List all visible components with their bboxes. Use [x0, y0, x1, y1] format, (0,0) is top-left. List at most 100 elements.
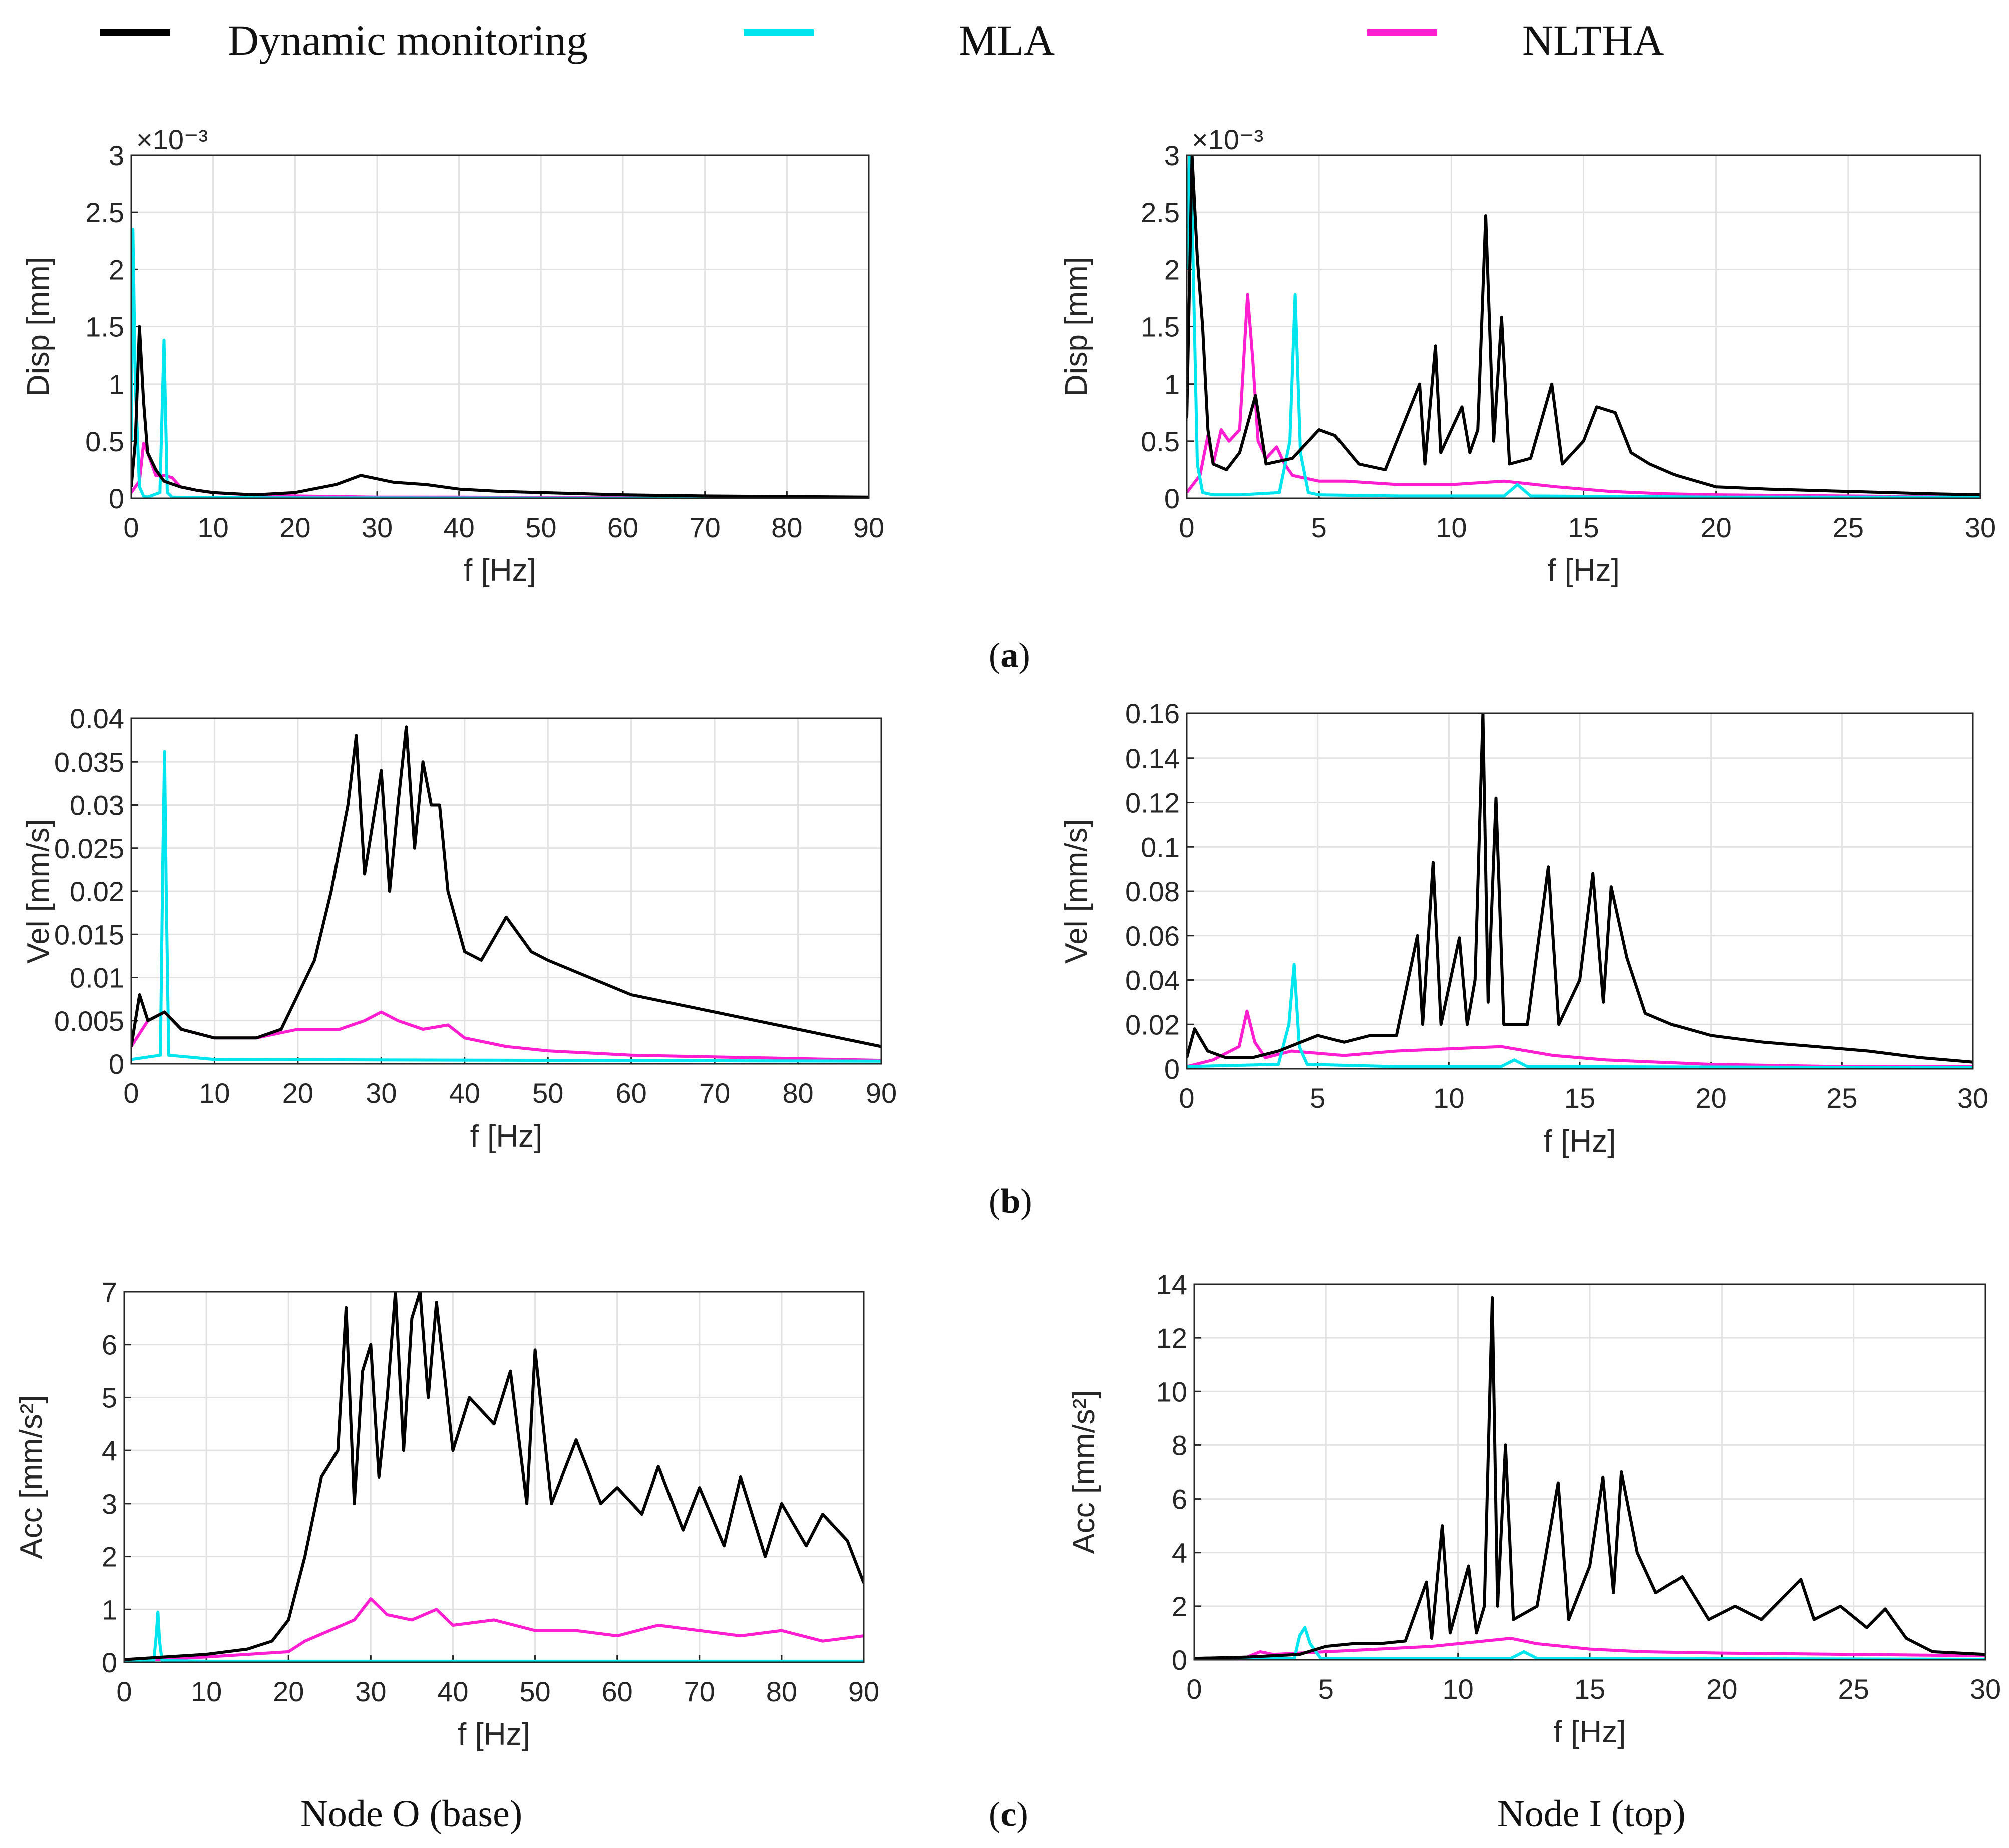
x-tick-label: 30 [1957, 1082, 1988, 1114]
y-tick-label: 1 [109, 368, 124, 400]
x-tick-label: 10 [199, 1077, 230, 1109]
y-tick-label: 3 [109, 140, 124, 171]
chart-c-left: 0 10 20 30 40 50 60 70 80 90 0 1 2 3 4 5 6 7 f [Hz] Acc [mm… [14, 1276, 879, 1752]
y-exponent-label: ×10⁻³ [136, 124, 208, 155]
chart-b-left: 0 10 20 30 40 50 60 70 80 90 0 0.005 0.01 0.015 0.02 0.… [21, 703, 897, 1154]
x-axis-label: f [Hz] [470, 1119, 543, 1154]
x-tick-label: 60 [616, 1077, 647, 1109]
series-line-mla [1187, 155, 1980, 498]
y-tick-label: 0.5 [1141, 426, 1180, 457]
x-axis-label: f [Hz] [458, 1717, 530, 1752]
x-axis-label: f [Hz] [1547, 553, 1620, 588]
y-tick-label: 1.5 [1141, 311, 1180, 343]
y-tick-label: 0.14 [1125, 743, 1180, 774]
x-tick-label: 30 [355, 1676, 386, 1707]
panel-label-c: (c) [989, 1795, 1028, 1834]
y-tick-label: 0 [1164, 1053, 1180, 1085]
plot-frame [1186, 712, 1974, 1070]
panel-label-a: (a) [989, 636, 1030, 675]
legend-label-nltha: NLTHA [1522, 16, 1664, 64]
chart-c-right: 0 5 10 15 20 25 30 0 2 4 6 8 10 12 14 f [Hz] Acc [mm/s²] [1067, 1269, 2001, 1749]
y-tick-label: 12 [1156, 1322, 1187, 1354]
node-label-right: Node I (top) [1497, 1793, 1686, 1835]
y-tick-label: 1 [1164, 368, 1180, 400]
x-tick-label: 30 [362, 512, 393, 543]
node-label-left: Node O (base) [300, 1793, 523, 1835]
y-tick-label: 0 [109, 483, 124, 514]
y-tick-label: 14 [1156, 1269, 1187, 1300]
y-tick-label: 0.015 [54, 919, 124, 950]
series-line-mla [131, 750, 881, 1063]
y-tick-label: 2 [1164, 254, 1180, 285]
chart-a-left: 0 10 20 30 40 50 60 70 80 90 0 0.5 1 1.5 2 2.5 3 f [Hz] Di… [21, 124, 884, 588]
x-tick-label: 10 [1443, 1673, 1474, 1705]
y-tick-label: 3 [102, 1488, 117, 1520]
y-tick-label: 5 [102, 1382, 117, 1413]
y-tick-label: 0.005 [54, 1005, 124, 1037]
x-tick-label: 0 [123, 1077, 139, 1109]
legend-swatch-mla [744, 29, 814, 36]
x-tick-label: 60 [602, 1676, 633, 1707]
plot-frame [130, 154, 870, 499]
x-tick-label: 15 [1568, 512, 1599, 543]
y-tick-label: 2.5 [85, 197, 124, 228]
x-tick-label: 30 [1970, 1673, 2001, 1705]
y-tick-label: 8 [1172, 1429, 1187, 1461]
series-line-mla [1187, 963, 1973, 1069]
legend-label-dynamic-monitoring: Dynamic monitoring [228, 16, 588, 64]
legend-swatch-nltha [1367, 29, 1437, 36]
x-tick-label: 40 [449, 1077, 480, 1109]
x-tick-label: 50 [519, 1676, 550, 1707]
legend-swatch-dynamic-monitoring [100, 29, 170, 36]
x-tick-label: 5 [1318, 1673, 1334, 1705]
y-axis-label: Vel [mm/s] [21, 819, 56, 963]
y-tick-label: 1 [102, 1594, 117, 1625]
x-tick-label: 30 [366, 1077, 397, 1109]
plot-frame [1193, 1283, 1986, 1661]
x-tick-label: 70 [699, 1077, 730, 1109]
x-tick-label: 5 [1311, 512, 1327, 543]
y-tick-label: 3 [1164, 140, 1180, 171]
x-tick-label: 50 [525, 512, 556, 543]
series-line-nltha [1194, 1637, 1985, 1660]
series-line-dynamic-monitoring [1187, 713, 1973, 1064]
x-tick-label: 0 [1186, 1673, 1202, 1705]
x-tick-label: 0 [123, 512, 139, 543]
series-line-dynamic-monitoring [131, 325, 869, 498]
y-tick-label: 0.1 [1141, 831, 1180, 863]
plot-frame [1186, 154, 1981, 499]
y-tick-label: 0.01 [70, 962, 124, 994]
x-tick-label: 90 [853, 512, 884, 543]
x-tick-label: 0 [116, 1676, 132, 1707]
x-tick-label: 0 [1179, 1082, 1194, 1114]
y-axis-label: Vel [mm/s] [1059, 819, 1094, 963]
x-tick-label: 90 [848, 1676, 879, 1707]
series-line-dynamic-monitoring [1187, 155, 1980, 497]
series-line-nltha [1187, 1009, 1973, 1068]
y-tick-label: 0 [1164, 483, 1180, 514]
x-tick-label: 20 [1706, 1673, 1737, 1705]
y-tick-label: 0.03 [70, 790, 124, 821]
x-tick-label: 0 [1179, 512, 1194, 543]
y-tick-label: 2 [1172, 1591, 1187, 1622]
y-tick-label: 0.02 [1125, 1009, 1180, 1040]
plot-frame [130, 717, 882, 1065]
y-tick-label: 6 [1172, 1484, 1187, 1515]
y-tick-label: 1.5 [85, 311, 124, 343]
series-line-dynamic-monitoring [131, 725, 881, 1048]
x-axis-label: f [Hz] [1544, 1124, 1616, 1159]
x-tick-label: 10 [191, 1676, 222, 1707]
x-tick-label: 50 [532, 1077, 563, 1109]
y-axis-label: Disp [mm] [21, 257, 56, 397]
y-tick-label: 0.025 [54, 833, 124, 864]
panel-label-a-letter: a [1000, 636, 1019, 675]
x-tick-label: 70 [684, 1676, 715, 1707]
y-axis-label: Disp [mm] [1059, 257, 1094, 397]
x-tick-label: 10 [1436, 512, 1467, 543]
y-tick-label: 7 [102, 1276, 117, 1308]
y-tick-label: 10 [1156, 1376, 1187, 1407]
x-tick-label: 90 [866, 1077, 897, 1109]
x-tick-label: 60 [607, 512, 638, 543]
series-line-dynamic-monitoring [1194, 1296, 1985, 1660]
